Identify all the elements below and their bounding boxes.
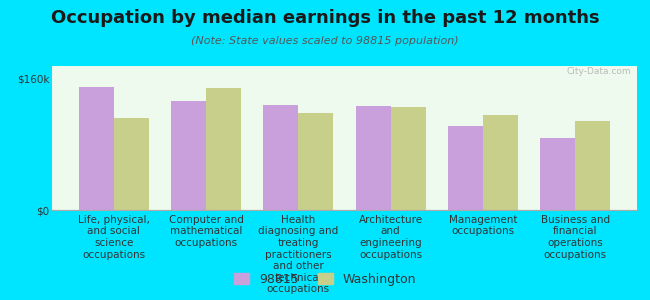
Bar xyxy=(540,138,575,210)
Text: Occupation by median earnings in the past 12 months: Occupation by median earnings in the pas… xyxy=(51,9,599,27)
Bar xyxy=(206,88,241,210)
Legend: 98815, Washington: 98815, Washington xyxy=(229,268,421,291)
Bar xyxy=(298,113,333,210)
Bar xyxy=(263,105,298,210)
Bar xyxy=(391,107,426,210)
Bar xyxy=(171,101,206,210)
Bar xyxy=(483,115,518,210)
Text: (Note: State values scaled to 98815 population): (Note: State values scaled to 98815 popu… xyxy=(191,36,459,46)
Bar xyxy=(114,118,149,210)
Bar xyxy=(575,121,610,210)
Bar xyxy=(356,106,391,210)
Bar xyxy=(448,126,483,210)
Text: City-Data.com: City-Data.com xyxy=(567,68,631,76)
Bar xyxy=(79,87,114,210)
